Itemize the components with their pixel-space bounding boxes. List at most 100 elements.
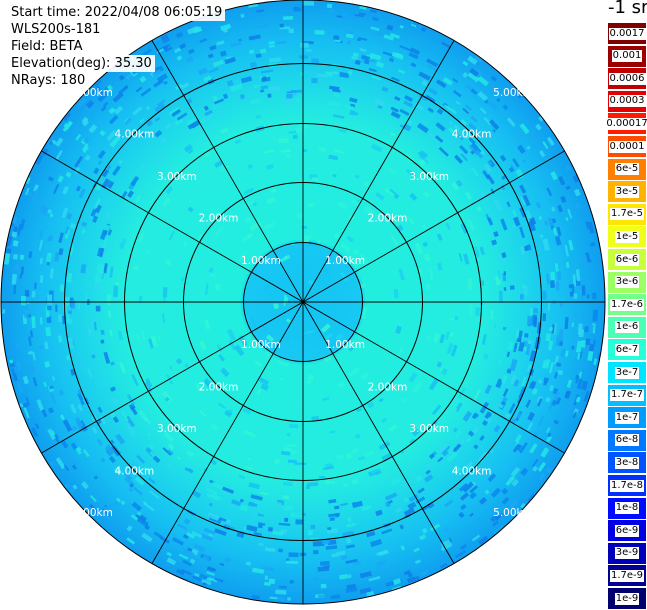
speckle-cell <box>251 594 261 600</box>
speckle-cell <box>418 158 427 167</box>
speckle-cell <box>290 512 303 518</box>
speckle-cell <box>311 325 318 331</box>
speckle-cell <box>132 72 138 78</box>
speckle-cell <box>206 487 218 496</box>
speckle-cell <box>248 482 260 490</box>
speckle-cell <box>412 381 423 394</box>
speckle-cell <box>185 55 194 64</box>
speckle-cell <box>72 484 78 490</box>
speckle-cell <box>275 589 287 595</box>
speckle-cell <box>274 458 280 465</box>
speckle-cell <box>176 112 188 121</box>
speckle-cell <box>467 219 475 230</box>
speckle-cell <box>426 64 437 72</box>
speckle-cell <box>242 407 252 415</box>
speckle-cell <box>405 168 416 178</box>
speckle-cell <box>469 303 473 316</box>
speckle-cell <box>141 532 153 543</box>
speckle-cell <box>105 242 111 252</box>
speckle-cell <box>426 58 439 68</box>
speckle-cell <box>302 1 315 6</box>
speckle-cell <box>545 396 551 403</box>
speckle-cell <box>367 58 376 63</box>
speckle-cell <box>85 293 88 303</box>
speckle-cell <box>182 559 193 567</box>
speckle-cell <box>576 412 581 418</box>
speckle-cell <box>436 108 444 115</box>
speckle-cell <box>522 194 531 207</box>
speckle-cell <box>288 130 298 134</box>
speckle-cell <box>94 197 102 209</box>
speckle-cell <box>488 119 500 131</box>
speckle-cell <box>501 487 509 495</box>
speckle-cell <box>218 354 226 362</box>
speckle-cell <box>408 494 419 503</box>
speckle-cell <box>208 502 213 507</box>
speckle-cell <box>126 537 136 545</box>
speckle-cell <box>257 23 270 30</box>
speckle-cell <box>462 410 473 422</box>
speckle-cell <box>394 96 401 102</box>
speckle-cell <box>415 496 426 504</box>
speckle-cell <box>388 167 397 175</box>
speckle-cell <box>74 166 81 174</box>
speckle-cell <box>455 100 461 106</box>
speckle-cell <box>226 79 234 87</box>
speckle-cell <box>575 396 581 403</box>
colorbar-label: 1e-7 <box>614 411 640 424</box>
speckle-cell <box>497 269 501 280</box>
speckle-cell <box>269 596 279 600</box>
speckle-cell <box>381 86 389 93</box>
speckle-cell <box>361 504 372 512</box>
colorbar-label: 1e-8 <box>614 502 640 515</box>
speckle-cell <box>228 340 237 351</box>
speckle-cell <box>127 190 134 198</box>
speckle-cell <box>94 184 102 191</box>
colorbar-swatch: 0.0003 <box>607 89 647 113</box>
speckle-cell <box>133 265 139 270</box>
speckle-cell <box>551 399 558 407</box>
speckle-cell <box>126 525 133 532</box>
speckle-cell <box>70 442 78 451</box>
speckle-cell <box>81 221 88 227</box>
speckle-cell <box>92 488 100 496</box>
speckle-cell <box>212 95 219 102</box>
speckle-cell <box>530 380 537 389</box>
speckle-cell <box>338 128 347 134</box>
speckle-cell <box>414 242 424 254</box>
speckle-cell <box>109 266 114 278</box>
speckle-cell <box>418 94 428 101</box>
speckle-cell <box>65 171 72 178</box>
speckle-cell <box>301 226 307 229</box>
speckle-cell <box>487 217 494 226</box>
speckle-cell <box>187 120 200 130</box>
speckle-cell <box>519 184 527 194</box>
speckle-cell <box>369 52 382 61</box>
speckle-cell <box>43 381 47 388</box>
speckle-cell <box>573 293 578 299</box>
speckle-cell <box>231 499 242 507</box>
speckle-cell <box>366 530 376 538</box>
speckle-cell <box>353 560 362 566</box>
speckle-cell <box>239 93 246 100</box>
colorbar-label: 6e-6 <box>614 253 640 266</box>
speckle-cell <box>393 288 399 299</box>
speckle-cell <box>546 187 553 197</box>
speckle-cell <box>246 232 254 240</box>
speckle-cell <box>293 7 302 12</box>
speckle-cell <box>512 158 520 168</box>
speckle-cell <box>20 266 25 276</box>
speckle-cell <box>473 444 479 450</box>
speckle-cell <box>329 430 336 434</box>
speckle-cell <box>453 124 461 132</box>
speckle-cell <box>213 59 224 67</box>
speckle-cell <box>268 85 281 92</box>
speckle-cell <box>11 273 17 285</box>
range-label: 5.00km <box>73 507 113 519</box>
speckle-cell <box>12 373 18 382</box>
speckle-cell <box>199 565 207 572</box>
speckle-cell <box>490 75 498 82</box>
colorbar-label: 0.0006 <box>608 72 646 85</box>
speckle-cell <box>515 440 520 446</box>
speckle-cell <box>266 196 277 205</box>
